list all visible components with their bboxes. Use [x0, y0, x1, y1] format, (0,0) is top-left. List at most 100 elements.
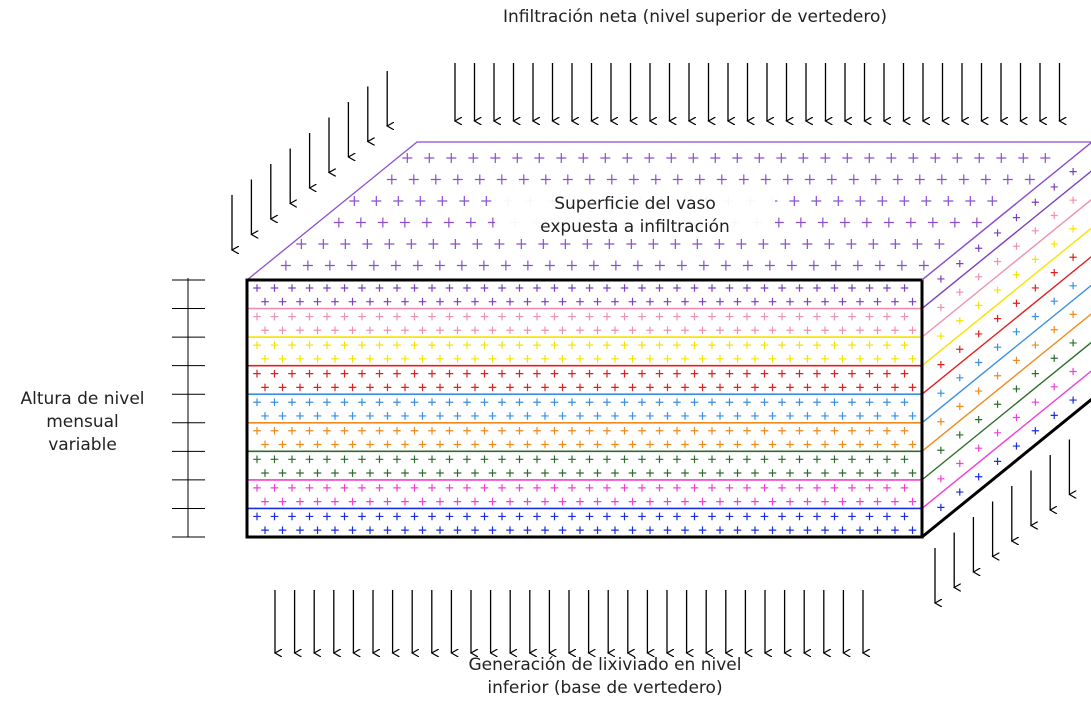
- front-plus-mark: [883, 455, 891, 464]
- surface-plus-mark: [578, 153, 589, 163]
- front-plus-mark: [533, 426, 541, 435]
- front-plus-mark: [541, 497, 549, 506]
- front-plus-mark: [366, 297, 374, 306]
- front-plus-mark: [628, 526, 637, 534]
- front-plus-mark: [313, 469, 322, 477]
- front-plus-mark: [690, 312, 699, 321]
- front-plus-mark: [813, 426, 821, 435]
- front-plus-mark: [900, 426, 909, 435]
- front-plus-mark: [253, 398, 261, 407]
- front-plus-mark: [708, 484, 716, 492]
- side-plus-mark: [937, 389, 945, 397]
- front-plus-mark: [620, 455, 629, 464]
- front-plus-mark: [278, 355, 287, 363]
- surface-plus-mark: [626, 239, 637, 249]
- front-plus-mark: [305, 284, 314, 292]
- front-plus-mark: [515, 284, 524, 292]
- surface-plus-mark: [927, 217, 938, 228]
- front-plus-mark: [593, 326, 602, 335]
- front-plus-mark: [891, 440, 899, 449]
- front-plus-mark: [436, 326, 444, 335]
- front-plus-mark: [253, 341, 261, 349]
- front-plus-mark: [611, 297, 619, 306]
- front-plus-mark: [550, 398, 559, 407]
- front-plus-mark: [498, 369, 506, 378]
- side-plus-mark: [937, 275, 945, 283]
- surface-plus-mark: [996, 153, 1007, 163]
- surface-plus-mark: [870, 174, 881, 185]
- front-plus-mark: [681, 497, 689, 506]
- front-plus-mark: [821, 412, 829, 420]
- front-plus-mark: [296, 297, 304, 306]
- front-plus-mark: [673, 512, 681, 521]
- front-plus-mark: [681, 440, 689, 449]
- surface-plus-mark: [632, 260, 643, 271]
- front-plus-mark: [541, 297, 549, 306]
- front-face-outline: [245, 278, 924, 539]
- front-plus-mark: [821, 497, 829, 506]
- front-plus-mark: [331, 412, 339, 420]
- front-plus-mark: [348, 412, 357, 420]
- front-plus-mark: [663, 355, 672, 363]
- level-label-line3: variable: [48, 435, 117, 455]
- surface-plus-mark: [650, 174, 661, 185]
- surface-plus-mark: [795, 217, 806, 228]
- front-plus-mark: [883, 341, 891, 349]
- front-plus-mark: [480, 484, 489, 492]
- surface-plus-mark: [714, 239, 725, 249]
- front-plus-mark: [593, 355, 602, 363]
- surface-plus-mark: [987, 196, 998, 206]
- front-plus-mark: [883, 312, 891, 321]
- surface-plus-mark: [437, 196, 448, 206]
- front-plus-mark: [768, 297, 777, 306]
- front-plus-mark: [428, 369, 436, 378]
- front-plus-mark: [568, 455, 576, 464]
- front-plus-mark: [313, 497, 322, 506]
- front-plus-mark: [900, 369, 909, 378]
- front-plus-mark: [541, 440, 549, 449]
- surface-plus-mark: [802, 239, 813, 249]
- surface-plus-mark: [362, 239, 373, 249]
- front-plus-mark: [803, 497, 812, 506]
- surface-plus-mark: [861, 217, 872, 228]
- side-plus-mark: [975, 330, 983, 338]
- front-plus-mark: [760, 369, 769, 378]
- front-plus-mark: [358, 284, 366, 292]
- surface-plus-mark: [377, 217, 388, 228]
- front-plus-mark: [628, 440, 637, 449]
- surface-plus-mark: [808, 260, 819, 271]
- surface-plus-mark: [826, 174, 837, 185]
- surface-plus-mark: [936, 174, 947, 185]
- front-plus-mark: [358, 512, 366, 521]
- front-plus-mark: [646, 526, 654, 534]
- front-plus-mark: [445, 512, 454, 521]
- front-plus-mark: [585, 341, 594, 349]
- front-plus-mark: [358, 426, 366, 435]
- surface-plus-mark: [676, 260, 687, 271]
- surface-plus-mark: [538, 239, 549, 249]
- surface-plus-mark: [355, 217, 366, 228]
- surface-plus-mark: [1002, 174, 1013, 185]
- front-plus-mark: [873, 440, 882, 449]
- front-plus-mark: [340, 312, 349, 321]
- front-plus-mark: [498, 512, 506, 521]
- front-plus-mark: [323, 284, 331, 292]
- front-plus-mark: [375, 341, 384, 349]
- surface-plus-mark: [864, 153, 875, 163]
- front-plus-mark: [261, 497, 269, 506]
- leachate-label-line1: Generación de lixiviado en nivel: [468, 655, 742, 675]
- front-plus-mark: [313, 412, 322, 420]
- front-plus-mark: [865, 484, 874, 492]
- front-plus-mark: [908, 355, 917, 363]
- front-plus-mark: [593, 383, 602, 392]
- front-plus-mark: [410, 398, 419, 407]
- surface-plus-mark: [952, 153, 963, 163]
- front-plus-mark: [795, 455, 804, 464]
- front-plus-mark: [786, 497, 794, 506]
- front-plus-mark: [576, 355, 584, 363]
- front-plus-mark: [733, 326, 742, 335]
- front-plus-mark: [795, 284, 804, 292]
- front-plus-mark: [778, 398, 786, 407]
- front-plus-mark: [576, 526, 584, 534]
- side-plus-mark: [975, 358, 983, 367]
